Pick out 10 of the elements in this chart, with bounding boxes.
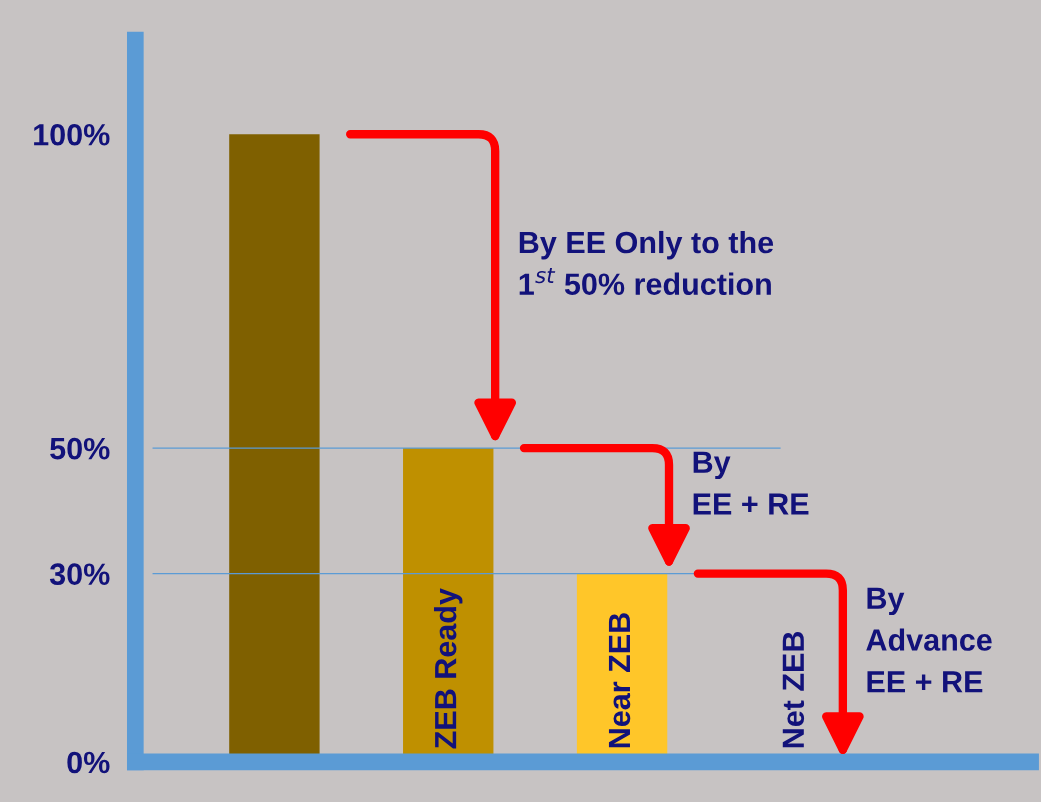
x-tick-label: Near ZEB <box>608 613 631 748</box>
y-tick-label: 30% <box>49 563 110 586</box>
y-tick-label: 50% <box>50 437 110 460</box>
annotation: By EE + RE <box>693 451 809 515</box>
y-tick-label: 100% <box>34 123 110 146</box>
text: By Advance EE + RE <box>866 587 992 693</box>
annotation: By EE Only to the 1$^{st}$ 50% reduction <box>519 230 774 295</box>
x-tick-label: ZEB Ready <box>433 588 463 749</box>
y-tick-label: 0% <box>67 751 110 774</box>
x-tick-label: Net ZEB <box>782 631 805 748</box>
